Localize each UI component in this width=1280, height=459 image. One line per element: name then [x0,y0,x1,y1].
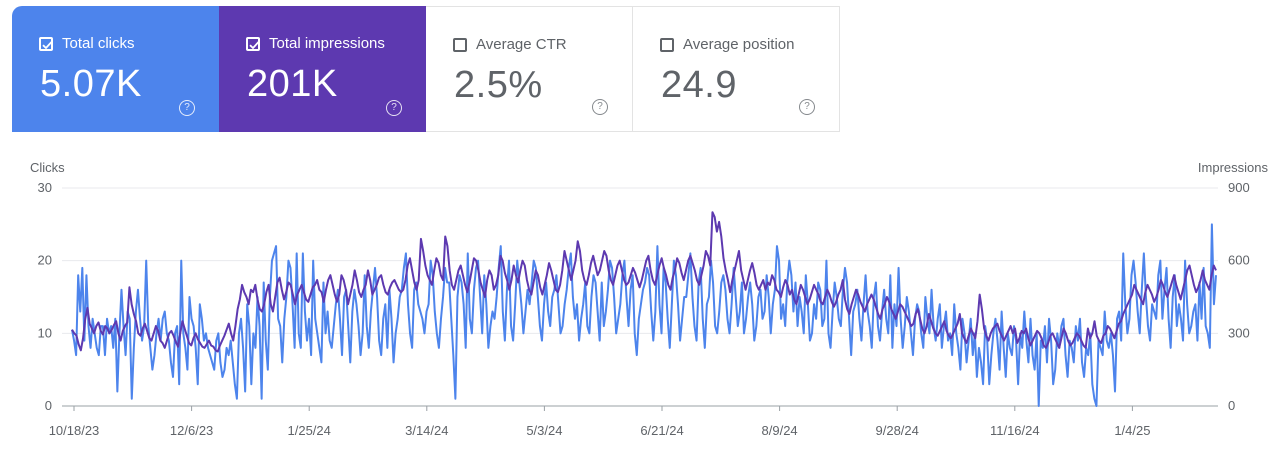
total-clicks-value: 5.07K [40,63,142,105]
checkbox-checked-icon[interactable] [39,36,53,51]
help-icon[interactable]: ? [799,99,815,115]
right-axis-ticks: 0 300 600 900 [1228,180,1250,413]
left-axis-title: Clicks [30,160,65,175]
total-impressions-label: Total impressions [269,35,385,52]
x-tick-label: 1/25/24 [288,423,331,438]
right-axis-title: Impressions [1198,160,1269,175]
average-ctr-header: Average CTR [453,36,567,53]
x-tick-label: 11/16/24 [990,423,1040,438]
help-icon[interactable]: ? [179,100,195,116]
average-ctr-card[interactable]: Average CTR 2.5% ? [426,6,633,132]
help-icon[interactable]: ? [386,100,402,116]
x-tick-label: 5/3/24 [526,423,562,438]
x-tick-label: 1/4/25 [1114,423,1150,438]
x-tick-label: 12/6/23 [170,423,213,438]
x-tick-label: 6/21/24 [640,423,683,438]
x-tick-label: 10/18/23 [49,423,100,438]
average-ctr-label: Average CTR [476,36,567,53]
total-clicks-header: Total clicks [39,35,135,52]
average-position-value: 24.9 [661,64,737,106]
right-tick-label: 300 [1228,325,1250,340]
left-tick-label: 10 [38,325,52,340]
total-impressions-line[interactable] [71,211,1217,353]
total-impressions-card[interactable]: Total impressions 201K ? [219,6,426,132]
checkbox-unchecked-icon[interactable] [453,37,467,52]
gridlines [62,187,1218,407]
x-tick-label: 8/9/24 [762,423,798,438]
total-impressions-value: 201K [247,63,338,105]
left-tick-label: 20 [38,253,52,268]
average-position-label: Average position [683,36,795,53]
left-tick-label: 30 [38,180,52,195]
help-icon[interactable]: ? [592,99,608,115]
checkbox-unchecked-icon[interactable] [660,37,674,52]
left-tick-label: 0 [45,398,52,413]
performance-chart[interactable]: Clicks Impressions 0 10 20 30 0 300 600 900 10… [0,150,1280,459]
x-tick-label: 9/28/24 [876,423,919,438]
total-impressions-header: Total impressions [246,35,385,52]
average-position-card[interactable]: Average position 24.9 ? [633,6,840,132]
right-tick-label: 900 [1228,180,1250,195]
checkbox-checked-icon[interactable] [246,36,260,51]
average-position-header: Average position [660,36,794,53]
right-tick-label: 600 [1228,253,1250,268]
x-axis-ticks: 10/18/23 12/6/23 1/25/24 3/14/24 5/3/24 6/21/… [49,406,1150,438]
total-clicks-line[interactable] [71,223,1217,407]
metric-cards: Total clicks 5.07K ? Total impressions 2… [12,6,840,132]
total-clicks-card[interactable]: Total clicks 5.07K ? [12,6,219,132]
x-tick-label: 3/14/24 [405,423,448,438]
right-tick-label: 0 [1228,398,1235,413]
average-ctr-value: 2.5% [454,64,543,106]
series-lines [71,211,1217,407]
left-axis-ticks: 0 10 20 30 [38,180,52,413]
total-clicks-label: Total clicks [62,35,135,52]
